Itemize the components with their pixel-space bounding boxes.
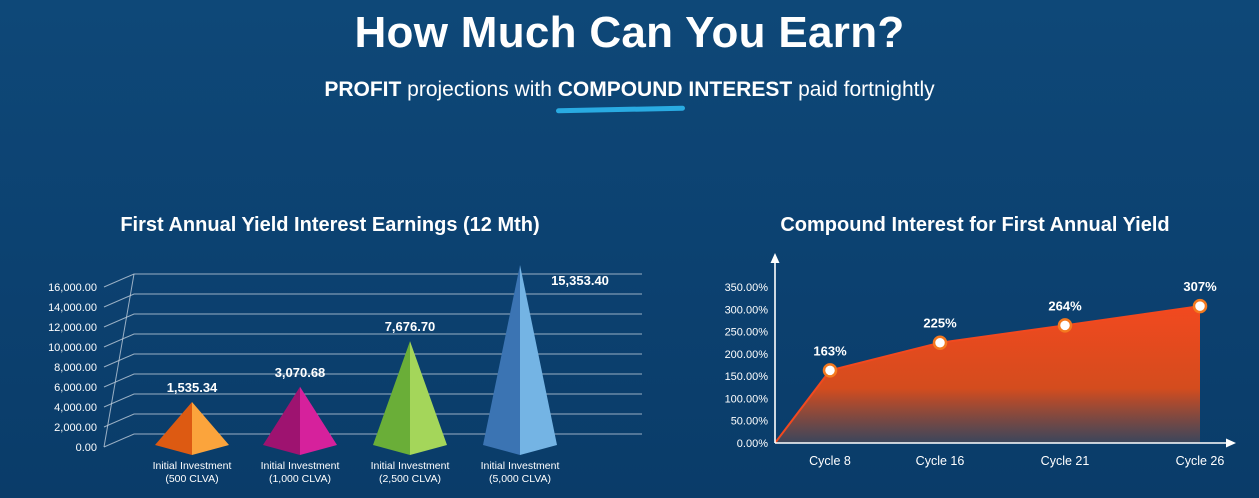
pyramid-left-face bbox=[155, 401, 192, 455]
y-axis-arrow bbox=[770, 253, 780, 263]
gridline bbox=[103, 333, 642, 348]
y-axis-tick-label: 250.00% bbox=[725, 327, 769, 339]
pyramid-right-face bbox=[520, 265, 557, 455]
value-label: 1,535.34 bbox=[167, 380, 218, 395]
y-axis-tick-label: 350.00% bbox=[725, 282, 769, 294]
y-axis-tick-label: 150.00% bbox=[725, 371, 769, 383]
value-label: 3,070.68 bbox=[275, 365, 326, 380]
category-label-line2: (5,000 CLVA) bbox=[489, 473, 551, 485]
pyramid-left-face bbox=[263, 386, 300, 455]
x-axis-category-label: Cycle 16 bbox=[916, 454, 965, 468]
y-axis-tick-label: 300.00% bbox=[725, 304, 769, 316]
y-axis-tick-label: 0.00% bbox=[737, 438, 768, 450]
pyramid-right-face bbox=[192, 401, 229, 455]
subtitle-segment: PROFIT bbox=[324, 78, 402, 101]
pyramid-left-face bbox=[483, 265, 520, 455]
page-title: How Much Can You Earn? bbox=[354, 8, 905, 57]
gridline bbox=[103, 373, 642, 388]
pyramid-left-face bbox=[373, 341, 410, 455]
pyramid-chart-title: First Annual Yield Interest Earnings (12… bbox=[120, 214, 540, 236]
gridline bbox=[103, 313, 642, 328]
category-label-line1: Initial Investment bbox=[261, 460, 340, 472]
y-axis-tick-label: 50.00% bbox=[731, 416, 769, 428]
pyramid-chart-section: First Annual Yield Interest Earnings (12… bbox=[0, 214, 660, 492]
area-chart: 0.00% 50.00% 100.00% 150.00% 200.00% 250.00% 3… bbox=[725, 253, 1236, 468]
value-label: 264% bbox=[1048, 298, 1082, 313]
subtitle-segment: INTEREST bbox=[682, 78, 793, 101]
gridline bbox=[103, 353, 642, 368]
x-axis-category-label: Cycle 8 bbox=[809, 454, 851, 468]
page-subtitle: PROFIT projections with COMPOUND INTERES… bbox=[0, 78, 1259, 102]
value-label: 307% bbox=[1183, 279, 1217, 294]
gridline bbox=[103, 293, 642, 308]
y-axis-tick-label: 0.00 bbox=[76, 442, 97, 454]
x-axis-arrow bbox=[1226, 438, 1236, 448]
y-axis-tick-label: 10,000.00 bbox=[48, 342, 97, 354]
subtitle-segment: paid fortnightly bbox=[792, 78, 935, 101]
data-point-marker bbox=[822, 363, 838, 378]
category-label-line2: (1,000 CLVA) bbox=[269, 473, 331, 485]
y-axis-tick-label: 16,000.00 bbox=[48, 282, 97, 294]
gridline bbox=[103, 433, 642, 448]
area-chart-title: Compound Interest for First Annual Yield bbox=[780, 214, 1170, 236]
pyramid-right-face bbox=[300, 386, 337, 455]
value-label: 15,353.40 bbox=[551, 273, 609, 288]
area-fill bbox=[775, 306, 1200, 443]
gridline bbox=[103, 393, 642, 408]
y-axis-tick-label: 14,000.00 bbox=[48, 302, 97, 314]
category-label-line1: Initial Investment bbox=[153, 460, 232, 472]
y-axis-tick-label: 8,000.00 bbox=[54, 362, 97, 374]
y-axis-tick-label: 2,000.00 bbox=[54, 422, 97, 434]
value-label: 7,676.70 bbox=[385, 319, 436, 334]
category-label-line2: (2,500 CLVA) bbox=[379, 473, 441, 485]
pyramid-right-face bbox=[410, 341, 447, 455]
category-label-line1: Initial Investment bbox=[481, 460, 560, 472]
value-label: 163% bbox=[813, 343, 847, 358]
x-axis-category-label: Cycle 21 bbox=[1041, 454, 1090, 468]
axis-depth-edge bbox=[103, 273, 135, 448]
data-point-marker bbox=[1057, 318, 1073, 333]
category-label-line1: Initial Investment bbox=[371, 460, 450, 472]
x-axis-category-label: Cycle 26 bbox=[1176, 454, 1225, 468]
category-label-line2: (500 CLVA) bbox=[165, 473, 218, 485]
gridline bbox=[103, 413, 642, 428]
y-axis-tick-label: 200.00% bbox=[725, 349, 769, 361]
area-chart-section: Compound Interest for First Annual Yield… bbox=[695, 214, 1255, 492]
data-point-marker bbox=[932, 335, 948, 350]
y-axis-tick-label: 100.00% bbox=[725, 393, 769, 405]
y-axis-tick-label: 6,000.00 bbox=[54, 382, 97, 394]
charts-row: First Annual Yield Interest Earnings (12… bbox=[0, 214, 1259, 492]
value-label: 225% bbox=[923, 316, 957, 331]
subtitle-accent-word: COMPOUND bbox=[557, 78, 683, 101]
data-point-marker bbox=[1192, 298, 1208, 314]
y-axis-tick-label: 4,000.00 bbox=[54, 402, 97, 414]
y-axis-tick-label: 12,000.00 bbox=[48, 322, 97, 334]
subtitle-segment: projections with bbox=[401, 78, 558, 101]
pyramid-chart: 0.00 2,000.00 4,000.00 6,000.00 8,000.00 10,0… bbox=[48, 265, 642, 485]
